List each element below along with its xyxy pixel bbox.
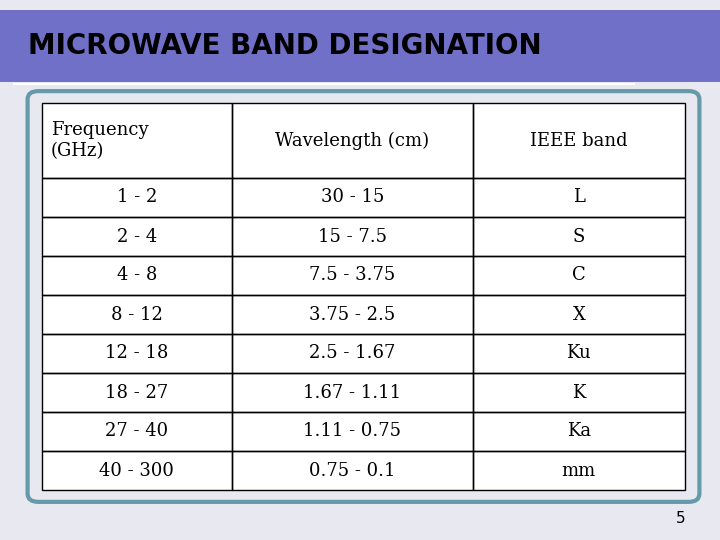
- Text: 8 - 12: 8 - 12: [111, 306, 163, 323]
- Text: Ku: Ku: [567, 345, 591, 362]
- Text: 40 - 300: 40 - 300: [99, 462, 174, 480]
- Text: mm: mm: [562, 462, 596, 480]
- Text: 5: 5: [675, 511, 685, 526]
- Text: 1.11 - 0.75: 1.11 - 0.75: [303, 422, 401, 441]
- Text: K: K: [572, 383, 585, 402]
- Text: Ka: Ka: [567, 422, 591, 441]
- Text: 18 - 27: 18 - 27: [105, 383, 168, 402]
- Text: C: C: [572, 267, 586, 285]
- Text: 0.75 - 0.1: 0.75 - 0.1: [309, 462, 395, 480]
- Text: MICROWAVE BAND DESIGNATION: MICROWAVE BAND DESIGNATION: [28, 32, 541, 60]
- Text: 1 - 2: 1 - 2: [117, 188, 157, 206]
- Text: IEEE band: IEEE band: [530, 132, 628, 150]
- Text: 3.75 - 2.5: 3.75 - 2.5: [309, 306, 395, 323]
- Text: 4 - 8: 4 - 8: [117, 267, 157, 285]
- Text: 2 - 4: 2 - 4: [117, 227, 157, 246]
- Text: 15 - 7.5: 15 - 7.5: [318, 227, 387, 246]
- Text: X: X: [572, 306, 585, 323]
- Text: Frequency
(GHz): Frequency (GHz): [50, 121, 148, 160]
- Text: L: L: [573, 188, 585, 206]
- Text: 27 - 40: 27 - 40: [105, 422, 168, 441]
- Text: 1.67 - 1.11: 1.67 - 1.11: [303, 383, 401, 402]
- Text: S: S: [572, 227, 585, 246]
- Text: 30 - 15: 30 - 15: [320, 188, 384, 206]
- Text: 12 - 18: 12 - 18: [105, 345, 168, 362]
- Text: 2.5 - 1.67: 2.5 - 1.67: [309, 345, 395, 362]
- Text: Wavelength (cm): Wavelength (cm): [275, 131, 429, 150]
- Text: 7.5 - 3.75: 7.5 - 3.75: [309, 267, 395, 285]
